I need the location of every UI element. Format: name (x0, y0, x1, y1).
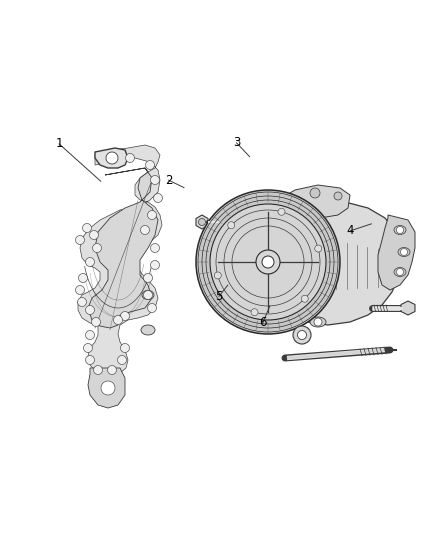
Circle shape (141, 225, 149, 235)
Polygon shape (378, 215, 415, 290)
Circle shape (93, 366, 102, 375)
Circle shape (85, 356, 95, 365)
Polygon shape (196, 215, 208, 229)
Circle shape (334, 192, 342, 200)
Circle shape (75, 286, 85, 295)
Circle shape (75, 236, 85, 245)
Circle shape (85, 257, 95, 266)
Ellipse shape (394, 268, 406, 277)
Circle shape (278, 208, 285, 215)
Circle shape (145, 160, 155, 169)
Text: 3: 3 (233, 136, 240, 149)
Circle shape (148, 211, 156, 220)
Circle shape (297, 330, 307, 340)
Circle shape (78, 297, 86, 306)
Text: 2: 2 (165, 174, 173, 187)
Ellipse shape (310, 317, 326, 327)
Circle shape (113, 316, 123, 325)
Ellipse shape (142, 290, 154, 300)
Polygon shape (258, 200, 400, 325)
Circle shape (92, 244, 102, 253)
Circle shape (151, 261, 159, 270)
Polygon shape (401, 301, 415, 315)
Text: 5: 5 (215, 290, 223, 303)
Circle shape (148, 303, 156, 312)
Circle shape (89, 230, 99, 239)
Circle shape (293, 326, 311, 344)
Circle shape (82, 223, 92, 232)
Circle shape (126, 154, 134, 163)
Circle shape (301, 295, 308, 302)
Circle shape (120, 343, 130, 352)
Circle shape (78, 273, 88, 282)
Circle shape (107, 366, 117, 375)
Circle shape (85, 305, 95, 314)
Circle shape (144, 273, 152, 282)
Text: 6: 6 (259, 317, 267, 329)
Circle shape (400, 248, 407, 255)
Polygon shape (78, 145, 162, 376)
Circle shape (196, 190, 340, 334)
Ellipse shape (141, 325, 155, 335)
Circle shape (101, 381, 115, 395)
Ellipse shape (398, 247, 410, 256)
Circle shape (120, 311, 130, 320)
Polygon shape (88, 168, 158, 328)
Polygon shape (88, 368, 125, 408)
Polygon shape (278, 185, 350, 218)
Circle shape (396, 227, 403, 233)
Polygon shape (95, 148, 128, 168)
Circle shape (214, 272, 221, 279)
Circle shape (256, 250, 280, 274)
Circle shape (210, 204, 326, 320)
Circle shape (106, 152, 118, 164)
Circle shape (92, 318, 100, 327)
Circle shape (144, 290, 152, 300)
Circle shape (315, 245, 322, 252)
Circle shape (291, 196, 299, 204)
Circle shape (151, 244, 159, 253)
Circle shape (85, 330, 95, 340)
Circle shape (314, 318, 322, 326)
Text: 4: 4 (346, 224, 354, 237)
Circle shape (151, 175, 159, 184)
Circle shape (251, 309, 258, 316)
Circle shape (117, 356, 127, 365)
Circle shape (228, 222, 235, 229)
Circle shape (310, 188, 320, 198)
Circle shape (262, 256, 274, 268)
Circle shape (84, 343, 92, 352)
Ellipse shape (394, 225, 406, 235)
Text: 1: 1 (55, 138, 63, 150)
Circle shape (396, 269, 403, 276)
Circle shape (153, 193, 162, 203)
Circle shape (198, 219, 205, 225)
